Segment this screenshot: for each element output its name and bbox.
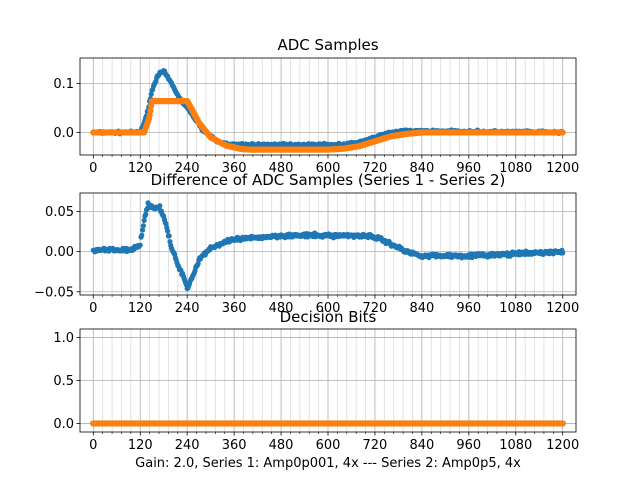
data-point bbox=[559, 420, 566, 427]
data-point bbox=[143, 211, 149, 217]
data-point bbox=[148, 102, 155, 109]
x-tick-label: 1080 bbox=[499, 438, 532, 453]
x-tick-label: 960 bbox=[456, 438, 481, 453]
x-tick-label: 480 bbox=[269, 438, 294, 453]
x-tick-label: 960 bbox=[456, 161, 481, 176]
x-tick-label: 240 bbox=[175, 438, 200, 453]
series-2-points bbox=[90, 98, 566, 153]
x-tick-label: 1200 bbox=[546, 161, 579, 176]
x-tick-label: 600 bbox=[316, 438, 341, 453]
chart-title-difference: Difference of ADC Samples (Series 1 - Se… bbox=[151, 171, 506, 189]
data-point bbox=[165, 228, 171, 234]
x-tick-label: 360 bbox=[222, 301, 247, 316]
series-decision-bits bbox=[90, 420, 566, 427]
data-point bbox=[147, 107, 154, 114]
data-point bbox=[166, 233, 172, 239]
x-tick-label: 0 bbox=[89, 161, 97, 176]
x-tick-label: 840 bbox=[409, 301, 434, 316]
data-point bbox=[157, 203, 163, 209]
x-tick-label: 840 bbox=[409, 438, 434, 453]
x-tick-label: 480 bbox=[269, 161, 294, 176]
series-adc-samples bbox=[90, 68, 566, 153]
x-tick-label: 240 bbox=[175, 161, 200, 176]
series-1-points bbox=[90, 200, 566, 292]
data-point bbox=[559, 129, 566, 136]
data-point bbox=[139, 227, 146, 233]
x-tick-label: 360 bbox=[222, 438, 247, 453]
y-tick-label: 0.5 bbox=[53, 374, 74, 389]
y-tick-label: 0.0 bbox=[53, 417, 74, 432]
data-point bbox=[137, 242, 143, 248]
x-tick-label: 720 bbox=[363, 438, 388, 453]
y-tick-label: 0.1 bbox=[53, 77, 74, 92]
ticks-adc-samples: 0 120 240 360 480 600 720 840 960 1080 1200 0.0 0.1 bbox=[53, 77, 579, 176]
x-tick-label: 720 bbox=[363, 161, 388, 176]
data-point bbox=[140, 223, 146, 229]
y-tick-label: 0.0 bbox=[53, 126, 74, 141]
y-tick-label: 0.00 bbox=[45, 245, 74, 260]
ticks-difference: 0 120 240 360 480 600 720 840 960 1080 1200 −0.05 0.… bbox=[34, 205, 579, 316]
x-tick-label: 120 bbox=[128, 438, 153, 453]
subplot-adc-samples: ADC Samples 0 120 240 360 480 600 720 840 960 108… bbox=[53, 36, 579, 176]
grid-decision-bits bbox=[80, 329, 576, 432]
x-tick-label: 240 bbox=[175, 301, 200, 316]
subplot-decision-bits: Decision Bits 0 120 240 360 480 600 720 840 960 1… bbox=[53, 308, 579, 471]
data-point bbox=[146, 112, 153, 119]
x-tick-label: 1080 bbox=[499, 301, 532, 316]
y-tick-label: −0.05 bbox=[34, 285, 74, 300]
x-tick-label: 1080 bbox=[499, 161, 532, 176]
x-tick-label: 360 bbox=[222, 161, 247, 176]
ticks-decision-bits: 0 120 240 360 480 600 720 840 960 1080 1200 0.0 0.5 1… bbox=[53, 331, 579, 453]
y-tick-label: 0.05 bbox=[45, 205, 74, 220]
data-point bbox=[167, 238, 173, 245]
x-tick-label: 600 bbox=[316, 161, 341, 176]
grid-adc-samples bbox=[80, 58, 576, 155]
x-tick-label: 1200 bbox=[546, 438, 579, 453]
data-point bbox=[141, 217, 147, 224]
chart-title-decision-bits: Decision Bits bbox=[280, 308, 377, 326]
x-tick-label: 480 bbox=[269, 301, 294, 316]
subplot-difference: Difference of ADC Samples (Series 1 - Se… bbox=[34, 171, 579, 316]
series-difference bbox=[90, 200, 566, 292]
chart-title-adc-samples: ADC Samples bbox=[277, 36, 378, 54]
series-2-points bbox=[90, 420, 566, 427]
x-tick-label: 120 bbox=[128, 161, 153, 176]
grid-difference bbox=[80, 193, 576, 295]
x-tick-label: 720 bbox=[363, 301, 388, 316]
x-axis-label: Gain: 2.0, Series 1: Amp0p001, 4x --- Se… bbox=[135, 456, 521, 471]
x-tick-label: 120 bbox=[128, 301, 153, 316]
x-tick-label: 840 bbox=[409, 161, 434, 176]
x-tick-label: 0 bbox=[89, 301, 97, 316]
x-tick-label: 0 bbox=[89, 438, 97, 453]
x-tick-label: 960 bbox=[456, 301, 481, 316]
x-tick-label: 1200 bbox=[546, 301, 579, 316]
y-tick-label: 1.0 bbox=[53, 331, 74, 346]
data-point bbox=[560, 250, 566, 256]
x-tick-label: 600 bbox=[316, 301, 341, 316]
data-point bbox=[139, 232, 145, 238]
